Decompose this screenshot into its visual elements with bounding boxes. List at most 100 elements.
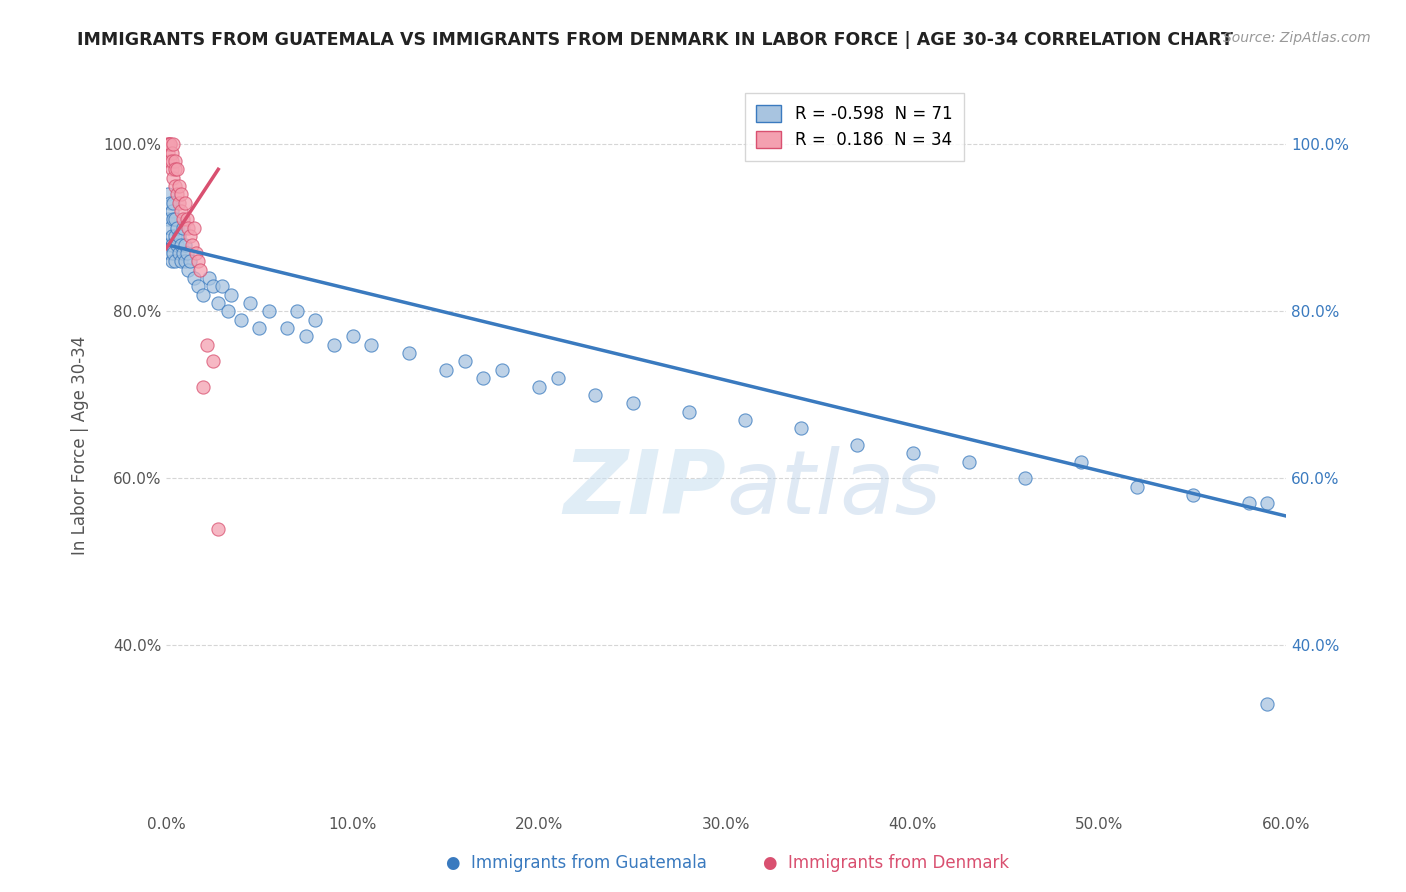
Point: [156, 137, 179, 152]
Point: [179, 254, 201, 268]
Point: [304, 312, 326, 326]
Point: [188, 262, 211, 277]
Point: [166, 162, 188, 177]
Point: [173, 195, 195, 210]
Point: [184, 245, 207, 260]
Point: [159, 137, 181, 152]
Point: [162, 137, 184, 152]
Point: [167, 179, 190, 194]
Point: [678, 404, 700, 418]
Point: [195, 337, 218, 351]
Point: [583, 388, 606, 402]
Point: [183, 271, 205, 285]
Point: [276, 321, 298, 335]
Point: [165, 212, 187, 227]
Point: [342, 329, 364, 343]
Point: [257, 304, 280, 318]
Point: [621, 396, 644, 410]
Point: [170, 187, 193, 202]
Point: [217, 304, 239, 318]
Point: [170, 237, 193, 252]
Point: [1125, 480, 1147, 494]
Point: [160, 229, 183, 244]
Point: [1181, 488, 1204, 502]
Text: ZIP: ZIP: [564, 446, 725, 533]
Point: [156, 237, 179, 252]
Point: [295, 329, 318, 343]
Point: [160, 153, 183, 168]
Y-axis label: In Labor Force | Age 30-34: In Labor Force | Age 30-34: [72, 335, 89, 555]
Point: [156, 187, 179, 202]
Point: [165, 254, 187, 268]
Point: [901, 446, 924, 460]
Point: [211, 279, 233, 293]
Point: [734, 413, 756, 427]
Point: [491, 363, 513, 377]
Point: [165, 162, 187, 177]
Point: [193, 379, 215, 393]
Point: [285, 304, 308, 318]
Point: [845, 438, 868, 452]
Point: [177, 262, 200, 277]
Point: [176, 245, 198, 260]
Text: ●  Immigrants from Denmark: ● Immigrants from Denmark: [762, 855, 1010, 872]
Point: [201, 279, 224, 293]
Point: [172, 245, 194, 260]
Point: [360, 337, 382, 351]
Point: [162, 245, 184, 260]
Point: [398, 346, 420, 360]
Point: [181, 237, 204, 252]
Point: [160, 204, 183, 219]
Point: [193, 287, 215, 301]
Point: [183, 220, 205, 235]
Point: [173, 237, 195, 252]
Point: [179, 229, 201, 244]
Text: atlas: atlas: [725, 446, 941, 533]
Point: [1014, 471, 1036, 485]
Point: [167, 195, 190, 210]
Point: [160, 145, 183, 160]
Point: [187, 254, 209, 268]
Point: [453, 354, 475, 368]
Point: [789, 421, 811, 435]
Point: [207, 522, 229, 536]
Point: [159, 245, 181, 260]
Text: Source: ZipAtlas.com: Source: ZipAtlas.com: [1223, 31, 1371, 45]
Point: [176, 212, 198, 227]
Point: [1256, 496, 1278, 510]
Point: [156, 137, 179, 152]
Point: [957, 455, 980, 469]
Text: ●  Immigrants from Guatemala: ● Immigrants from Guatemala: [446, 855, 707, 872]
Point: [177, 220, 200, 235]
Point: [156, 145, 179, 160]
Point: [166, 237, 188, 252]
Point: [229, 312, 252, 326]
Point: [162, 195, 184, 210]
Point: [162, 170, 184, 185]
Point: [160, 162, 183, 177]
Point: [166, 220, 188, 235]
Point: [160, 237, 183, 252]
Point: [162, 212, 184, 227]
Point: [170, 254, 193, 268]
Point: [172, 220, 194, 235]
Point: [170, 204, 193, 219]
Point: [160, 254, 183, 268]
Point: [172, 212, 194, 227]
Point: [173, 254, 195, 268]
Point: [165, 153, 187, 168]
Point: [166, 187, 188, 202]
Point: [187, 279, 209, 293]
Point: [1070, 455, 1092, 469]
Point: [201, 354, 224, 368]
Text: IMMIGRANTS FROM GUATEMALA VS IMMIGRANTS FROM DENMARK IN LABOR FORCE | AGE 30-34 : IMMIGRANTS FROM GUATEMALA VS IMMIGRANTS …: [77, 31, 1233, 49]
Point: [547, 371, 569, 385]
Point: [159, 195, 181, 210]
Point: [165, 229, 187, 244]
Point: [198, 271, 221, 285]
Point: [434, 363, 457, 377]
Point: [167, 229, 190, 244]
Point: [159, 220, 181, 235]
Point: [159, 153, 181, 168]
Point: [472, 371, 495, 385]
